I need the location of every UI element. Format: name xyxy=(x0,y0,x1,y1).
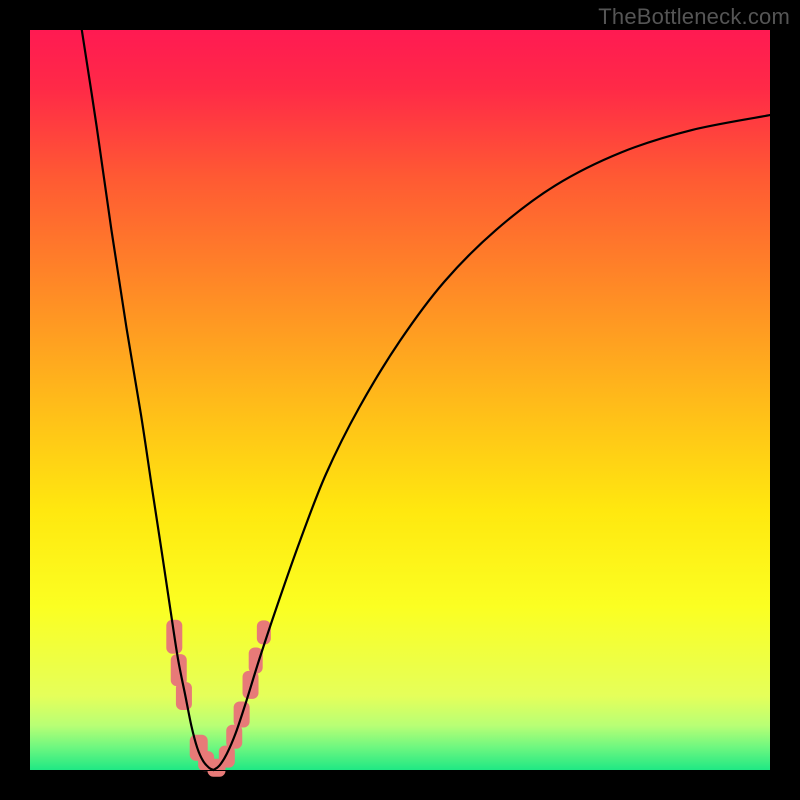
plot-area xyxy=(30,30,770,770)
chart-container: TheBottleneck.com xyxy=(0,0,800,800)
bottleneck-chart-svg xyxy=(0,0,800,800)
